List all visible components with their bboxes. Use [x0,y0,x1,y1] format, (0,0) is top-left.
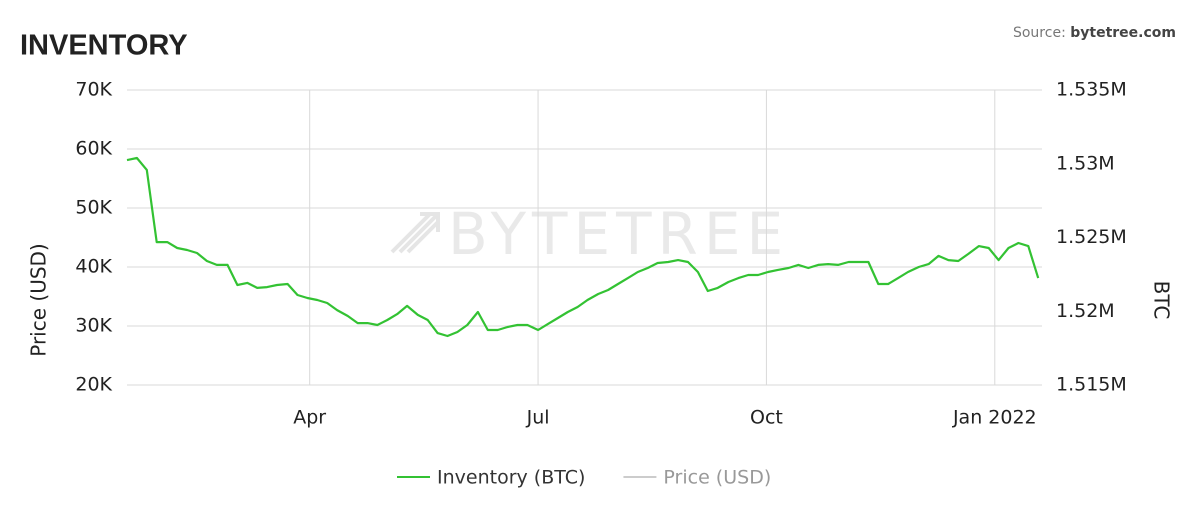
y-axis-title: Price (USD) [27,243,51,357]
legend-label: Inventory (BTC) [437,467,585,489]
source-label: Source: [1013,25,1066,41]
legend-item[interactable]: Price (USD) [623,467,771,489]
y2-tick-label: 1.525M [1056,226,1127,248]
y-tick-label: 30K [75,315,112,337]
line [126,156,1040,338]
y-tick-label: 70K [75,79,112,101]
y-tick-label: 40K [75,256,112,278]
legend-item[interactable]: Inventory (BTC) [397,467,585,489]
y2-tick-label: 1.535M [1056,79,1127,101]
legend-label: Price (USD) [663,467,771,489]
x-tick-label: Jul [526,407,550,429]
chart-title: INVENTORY [20,30,188,62]
grid [127,89,1042,386]
y-tick-label: 50K [75,197,112,219]
watermark: BYTETREE [390,200,789,268]
y-tick-label: 60K [75,138,112,160]
source-link: bytetree.com [1070,25,1176,41]
x-tick-label: Oct [750,407,783,429]
y2-tick-label: 1.53M [1056,152,1115,174]
watermark-text: BYTETREE [448,200,789,268]
y2-tick-label: 1.515M [1056,374,1127,396]
x-tick-label: Apr [293,407,326,429]
y2-tick-label: 1.52M [1056,300,1115,322]
watermark-icon [390,212,440,254]
source: Source: bytetree.com [1013,25,1176,41]
y-tick-label: 20K [75,374,112,396]
y2-axis-title: BTC [1150,281,1174,320]
x-tick-label: Jan 2022 [952,407,1037,429]
